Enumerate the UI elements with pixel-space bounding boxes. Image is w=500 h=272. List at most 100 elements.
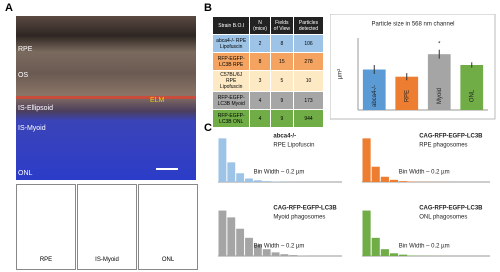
- bar: [399, 254, 408, 256]
- chart: CAG-RFP-EGFP-LC3B ONL phagosomes Bin Width…: [362, 206, 490, 257]
- table-cell: 9: [269, 91, 295, 110]
- bar: [380, 176, 389, 182]
- chart: CAG-RFP-EGFP-LC3B Myoid phagosomes Bin Wid…: [218, 206, 342, 257]
- bar: [395, 76, 419, 110]
- chart-subtitle: RPE phagosomes: [419, 143, 467, 149]
- table-row: RFP-EGFP-LC3B Myoid 4 9 173: [211, 91, 324, 110]
- table-cell: abca4-/- RPE Lipofuscin: [211, 34, 251, 53]
- table-row: RFP-EGFP-LC3B RPE 8 15 278: [211, 52, 324, 71]
- annotation: *: [438, 41, 441, 47]
- chart-title: Particle size in 568 nm channel: [371, 22, 454, 28]
- table-cell: 10: [293, 70, 324, 92]
- table-cell: 5: [269, 70, 295, 92]
- y-axis-label: µm²: [338, 69, 344, 79]
- bar: [427, 54, 451, 110]
- bar: [253, 180, 262, 182]
- bar: [236, 173, 245, 182]
- bar: [227, 217, 236, 256]
- thumbnail: IS-Myoid: [77, 184, 137, 270]
- chart-title: CAG-RFP-EGFP-LC3B: [273, 206, 337, 212]
- table-cell: C57BL/6J RPE Lipofuscin: [211, 70, 251, 92]
- x-axis-label: Bin Width – 0.2 µm: [254, 244, 305, 250]
- elm-line: [16, 96, 196, 99]
- bar: [262, 249, 271, 256]
- bar: [262, 181, 271, 182]
- table-cell: RFP-EGFP-LC3B RPE: [211, 52, 251, 71]
- layer-label: OS: [18, 72, 29, 79]
- table-cell: 3: [249, 70, 271, 92]
- table-cell: 173: [293, 91, 324, 110]
- bar-label: abca4-/-: [372, 85, 378, 107]
- bar-label: ONL: [469, 89, 475, 102]
- bar: [218, 210, 227, 256]
- bar: [362, 210, 371, 256]
- thumbnail-label: RPE: [39, 257, 53, 263]
- table-header: Strain B.O.I: [211, 16, 251, 35]
- bar: [389, 253, 399, 256]
- x-axis-label: Bin Width – 0.2 µm: [254, 170, 305, 176]
- bar: [371, 237, 380, 256]
- chart-subtitle: Myoid phagosomes: [273, 215, 325, 221]
- chart: abca4-/- RPE Lipofuscin Bin Width – 0.2 µm: [218, 134, 342, 183]
- scale-bar: [156, 168, 178, 170]
- table-cell: 15: [269, 52, 295, 71]
- table-header: Particles detected: [293, 16, 324, 35]
- bar: [280, 254, 289, 256]
- thumbnail: RPE: [16, 184, 76, 270]
- bar: [245, 178, 253, 182]
- bar: [271, 252, 280, 256]
- chart-title: CAG-RFP-EGFP-LC3B: [419, 206, 483, 212]
- bar: [245, 237, 253, 256]
- bar: [218, 138, 227, 182]
- table-cell: RFP-EGFP-LC3B ONL: [211, 109, 251, 128]
- x-axis-label: Bin Width – 0.2 µm: [399, 170, 450, 176]
- bar: [227, 162, 236, 182]
- table-header: N (mice): [249, 16, 271, 35]
- table-cell: 8: [249, 52, 271, 71]
- thumbnail: ONL: [138, 184, 198, 270]
- table-cell: 9: [269, 109, 295, 128]
- thumbnail-label: IS-Myoid: [95, 257, 119, 263]
- layer-label: ONL: [18, 170, 33, 177]
- table-cell: 2: [249, 34, 271, 53]
- table-cell: 944: [293, 109, 324, 128]
- chart-subtitle: RPE Lipofuscin: [273, 143, 314, 149]
- layer-label: IS-Ellipsoid: [18, 105, 54, 112]
- table-row: abca4-/- RPE Lipofuscin 2 8 106: [211, 34, 324, 53]
- bar: [362, 69, 386, 110]
- bar: [362, 138, 371, 182]
- bar-label: RPE: [404, 90, 410, 102]
- chart: Particle size in 568 nm channel µm² abca4-…: [330, 14, 496, 120]
- panel-label: C: [204, 122, 212, 134]
- table-row: RFP-EGFP-LC3B ONL 4 9 944: [211, 109, 324, 128]
- marker-label: ELM: [150, 97, 165, 104]
- chart: CAG-RFP-EGFP-LC3B RPE phagosomes Bin Width…: [362, 134, 490, 183]
- table-cell: 8: [269, 34, 295, 53]
- layer-label: RPE: [18, 46, 33, 53]
- bar: [371, 166, 380, 182]
- chart-title: CAG-RFP-EGFP-LC3B: [419, 134, 483, 140]
- table-cell: 106: [293, 34, 324, 53]
- frame: [330, 14, 496, 120]
- x-axis-label: Bin Width – 0.2 µm: [399, 244, 450, 250]
- bar: [253, 244, 262, 256]
- panel-label: B: [204, 2, 212, 14]
- bar-label: Myoid: [437, 88, 443, 104]
- panel-label: A: [5, 2, 13, 14]
- bar: [460, 65, 484, 110]
- table-cell: RFP-EGFP-LC3B Myoid: [211, 91, 251, 110]
- bar: [380, 249, 389, 256]
- bar: [389, 179, 399, 182]
- table-header: Fields of View: [269, 16, 295, 35]
- chart-title: abca4-/-: [273, 134, 296, 140]
- table-row: C57BL/6J RPE Lipofuscin 3 5 10: [211, 70, 324, 92]
- thumbnail-label: ONL: [161, 257, 175, 263]
- bar: [399, 181, 408, 182]
- layer-label: IS-Myoid: [18, 125, 46, 132]
- micrograph: [16, 16, 196, 180]
- bar: [236, 228, 245, 256]
- table-cell: 4: [249, 109, 271, 128]
- bar: [289, 255, 298, 256]
- table: Strain B.O.I N (mice) Fields of View Partic…: [211, 16, 324, 128]
